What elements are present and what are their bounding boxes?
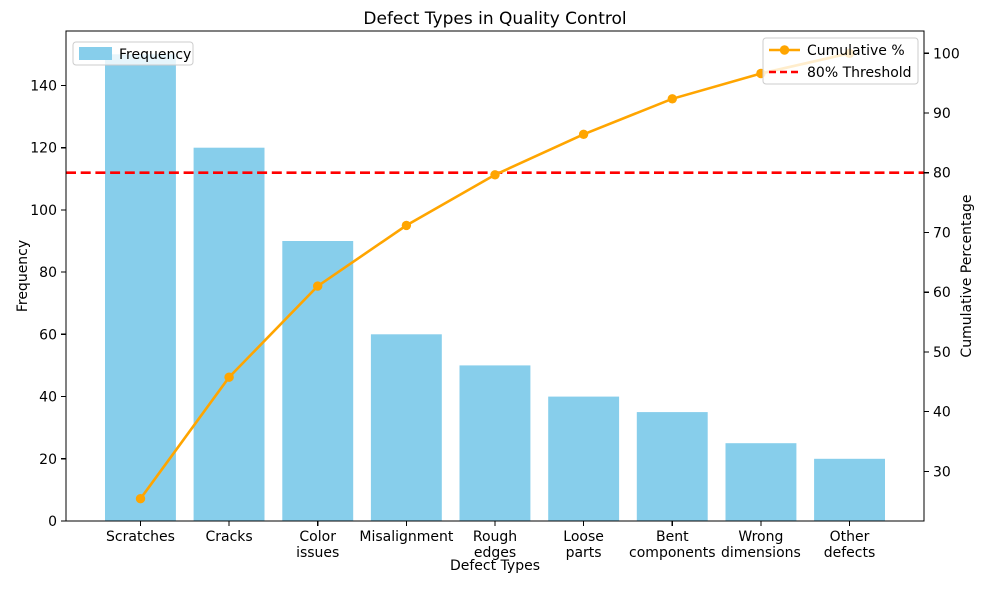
x-tick-label: Misalignment bbox=[359, 529, 454, 545]
right-tick-label: 90 bbox=[933, 106, 951, 122]
chart-title: Defect Types in Quality Control bbox=[363, 9, 627, 29]
x-tick-label: defects bbox=[824, 545, 876, 561]
x-tick-label: dimensions bbox=[721, 545, 801, 561]
x-tick-label: Other bbox=[830, 529, 870, 545]
right-tick-label: 30 bbox=[933, 464, 951, 480]
x-tick-label: Cracks bbox=[205, 529, 252, 545]
cumulative-marker-1 bbox=[135, 494, 146, 504]
cumulative-marker-2 bbox=[224, 372, 234, 382]
x-tick-label: components bbox=[629, 545, 716, 561]
cumulative-marker-3 bbox=[313, 281, 323, 291]
cumulative-marker-7 bbox=[667, 94, 677, 104]
x-tick-label: Color bbox=[299, 529, 336, 545]
right-tick-label: 70 bbox=[933, 225, 951, 241]
cumulative-marker-6 bbox=[578, 129, 589, 139]
frequency-bar-6 bbox=[548, 396, 620, 521]
right-y-axis-label: Cumulative Percentage bbox=[959, 194, 975, 358]
x-tick-label: Rough bbox=[473, 529, 517, 545]
frequency-bar-8 bbox=[725, 443, 797, 521]
frequency-bar-7 bbox=[636, 412, 708, 521]
right-tick-label: 60 bbox=[933, 285, 951, 301]
x-tick-label: parts bbox=[566, 545, 602, 561]
frequency-bar-5 bbox=[459, 365, 531, 521]
x-axis-label: Defect Types bbox=[449, 558, 541, 574]
left-tick-label: 20 bbox=[39, 452, 57, 468]
right-tick-label: 50 bbox=[933, 345, 951, 361]
legend-right-box bbox=[762, 37, 919, 85]
frequency-bar-2 bbox=[193, 147, 265, 521]
right-tick-label: 40 bbox=[933, 405, 951, 421]
left-y-axis-label: Frequency bbox=[15, 239, 31, 313]
left-tick-label: 140 bbox=[30, 78, 57, 94]
left-tick-label: 40 bbox=[39, 390, 57, 406]
legend-frequency-swatch bbox=[79, 47, 112, 60]
cumulative-marker-4 bbox=[401, 220, 412, 231]
x-tick-label: Scratches bbox=[106, 529, 175, 545]
frequency-bar-9 bbox=[814, 458, 885, 521]
left-tick-label: 100 bbox=[30, 203, 57, 219]
right-tick-label: 100 bbox=[933, 46, 960, 62]
cumulative-marker-5 bbox=[490, 170, 500, 180]
frequency-bar-4 bbox=[370, 334, 442, 521]
frequency-bar-1 bbox=[105, 54, 176, 522]
x-tick-label: Wrong bbox=[738, 529, 783, 545]
left-tick-label: 80 bbox=[39, 265, 57, 281]
left-tick-label: 120 bbox=[30, 141, 57, 157]
x-tick-label: issues bbox=[296, 545, 339, 561]
x-tick-label: Loose bbox=[563, 529, 604, 545]
x-tick-label: Bent bbox=[656, 529, 689, 545]
x-tick-label: edges bbox=[474, 545, 516, 561]
left-tick-label: 60 bbox=[39, 327, 57, 343]
legend-threshold-label: 80% Threshold bbox=[807, 65, 912, 81]
legend-cumulative-label: Cumulative % bbox=[807, 43, 905, 59]
legend-frequency-label: Frequency bbox=[119, 47, 191, 63]
legend-cumulative-marker-sample bbox=[779, 45, 790, 55]
left-tick-label: 0 bbox=[48, 514, 57, 530]
right-tick-label: 80 bbox=[933, 166, 951, 182]
